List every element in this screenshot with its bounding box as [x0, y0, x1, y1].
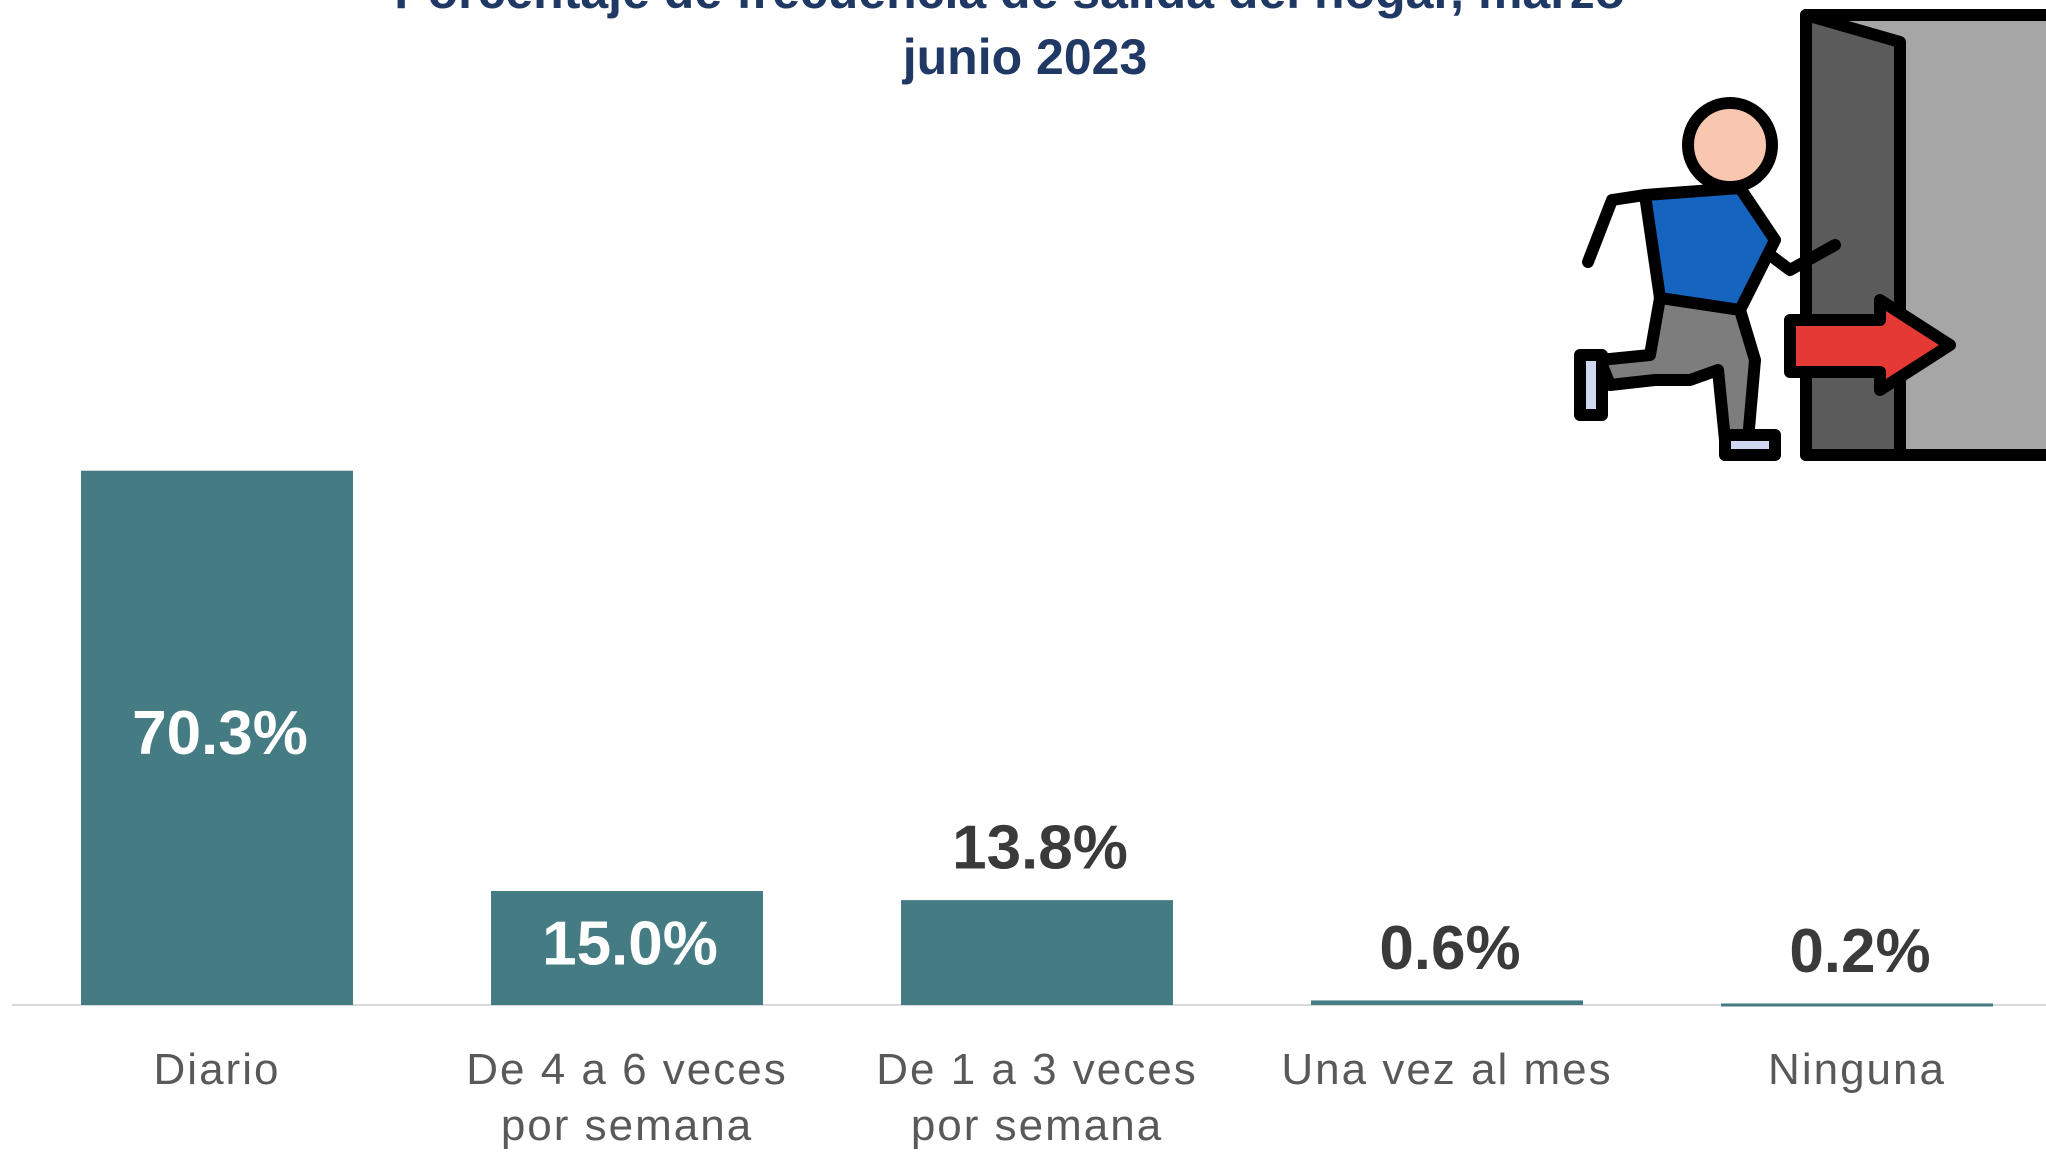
bar	[1721, 1003, 1993, 1007]
x-tick-label: Ninguna	[1768, 1045, 1946, 1094]
x-tick-label: De 1 a 3 veces por semana	[876, 1045, 1198, 1150]
bar	[901, 900, 1173, 1005]
x-tick-label: Una vez al mes	[1281, 1045, 1613, 1094]
value-label: 0.6%	[1379, 914, 1520, 983]
bar	[81, 470, 353, 1006]
value-label: 13.8%	[952, 813, 1128, 882]
bar	[491, 891, 763, 1005]
chart-title: Porcentaje de frecuencia de salida del h…	[394, 0, 1656, 85]
value-label: 0.2%	[1789, 917, 1930, 986]
value-label: 70.3%	[132, 699, 308, 768]
x-tick-label: Diario	[153, 1045, 281, 1094]
exit-icon	[1574, 9, 2046, 461]
bar	[1311, 1000, 1583, 1005]
x-tick-label: De 4 a 6 veces por semana	[466, 1045, 788, 1150]
value-label: 15.0%	[542, 909, 718, 978]
